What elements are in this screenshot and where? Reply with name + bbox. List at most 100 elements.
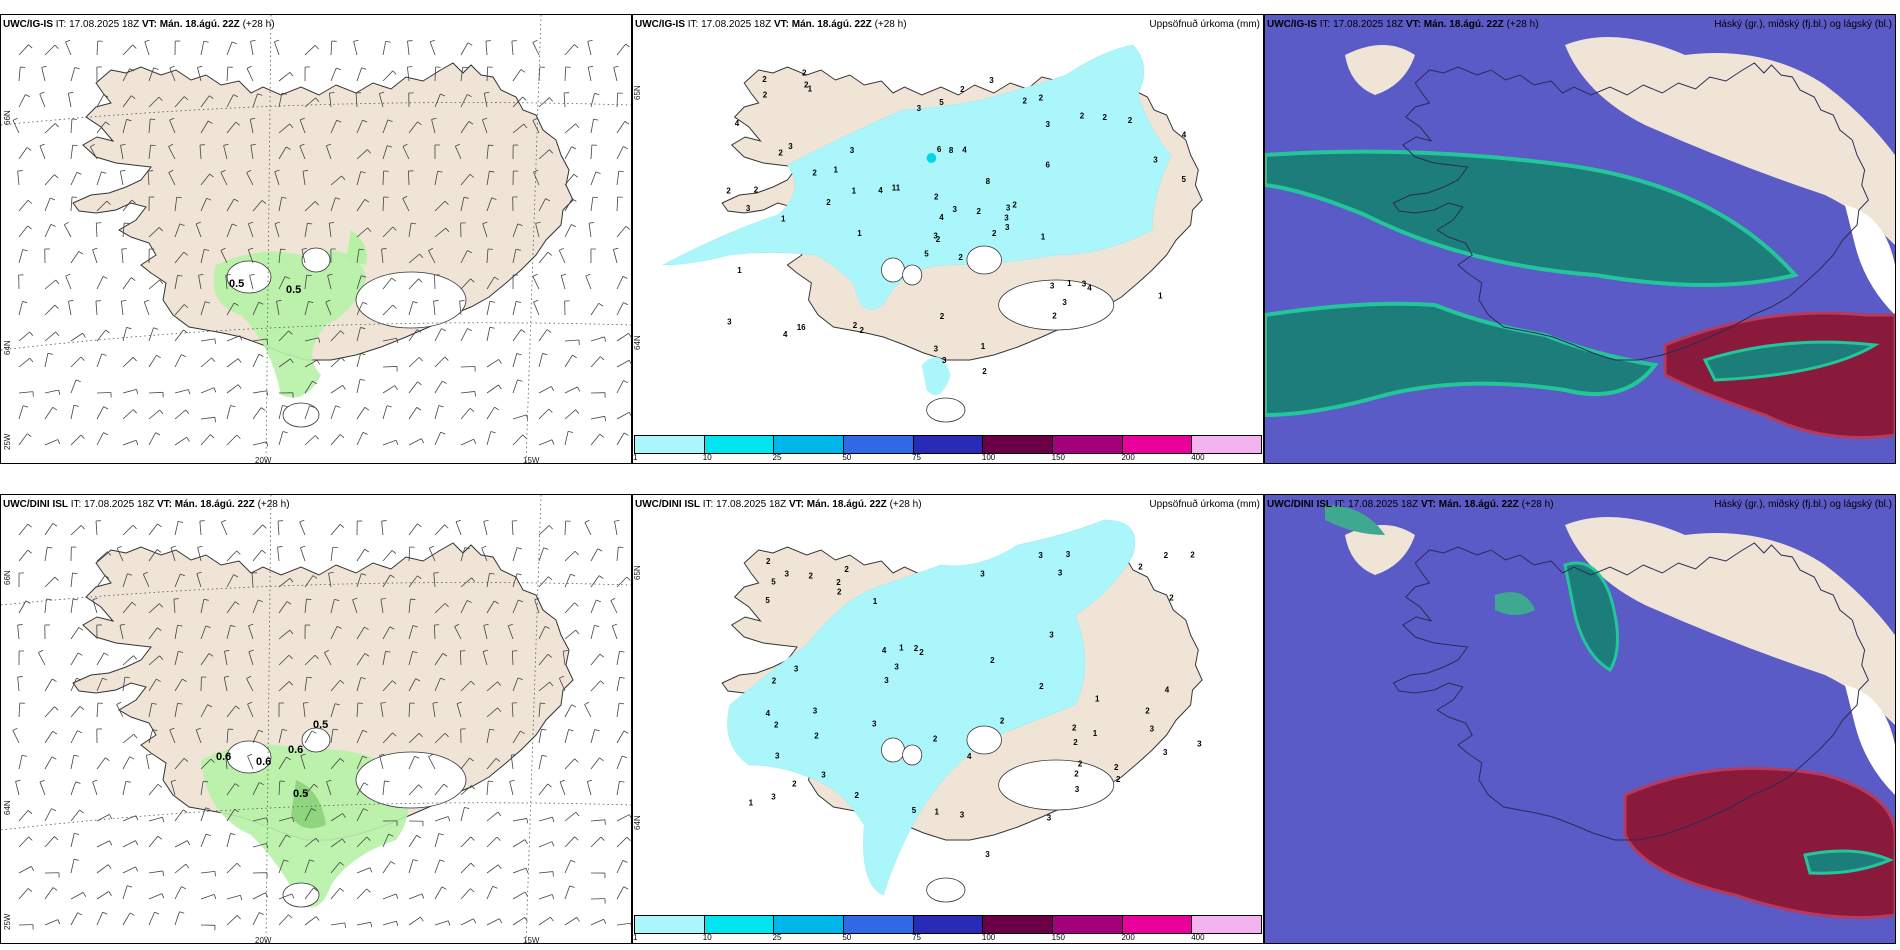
colorbar-tick-label: 1	[633, 453, 638, 462]
lon-label-20w: 20W	[255, 456, 272, 464]
precip-value: 3	[953, 205, 958, 214]
model-name: UWC/DINI ISL	[1267, 499, 1332, 510]
precip-value: 2	[992, 229, 997, 238]
model-name: UWC/IG-IS	[635, 19, 685, 30]
precip-value: 5	[765, 596, 770, 605]
colorbar-swatch	[913, 436, 984, 453]
precip-value: 2	[1145, 707, 1150, 716]
init-time: IT: 17.08.2025 18Z	[1334, 499, 1419, 510]
colorbar-tick-label: 150	[1051, 933, 1066, 942]
colorbar-tick-label: 75	[912, 453, 922, 462]
precip-value: 3	[1050, 282, 1055, 291]
precip-value: 4	[1165, 686, 1170, 695]
precip-value: 3	[980, 570, 985, 579]
precip-value: 5	[771, 578, 776, 587]
cloud-map	[1265, 495, 1895, 943]
colorbar-swatch	[1122, 916, 1193, 933]
precip-value: 2	[1116, 775, 1121, 784]
precip-value: 2	[1052, 311, 1057, 320]
bottom-cloud-header: UWC/DINI ISL IT: 17.08.2025 18Z VT: Mán.…	[1267, 499, 1554, 510]
precip-value: 3	[788, 142, 793, 151]
bottom-precip-map-panel: UWC/DINI ISL IT: 17.08.2025 18Z VT: Mán.…	[632, 494, 1264, 944]
precip-value: 1	[1095, 694, 1100, 703]
top-cloud-header: UWC/IG-IS IT: 17.08.2025 18Z VT: Mán. 18…	[1267, 19, 1539, 30]
cloud-title: Háský (gr.), miðský (fj.bl.) og lágský (…	[1714, 19, 1892, 30]
precip-value: 2	[1080, 112, 1085, 121]
precip-value: 2	[809, 572, 814, 581]
lat-label-64n: 64N	[3, 800, 12, 815]
precip-value: 3	[821, 771, 826, 780]
colorbar-swatch	[1192, 916, 1262, 933]
precip-value: 3	[813, 707, 818, 716]
precip-value: 3	[884, 676, 889, 685]
colorbar-tick-label: 1	[633, 933, 638, 942]
precip-value: 4	[939, 213, 944, 222]
colorbar-tick-label: 400	[1191, 453, 1205, 462]
precip-value: 3	[1038, 551, 1043, 560]
colorbar-tick-label: 200	[1121, 933, 1135, 942]
precip-value: 2	[977, 207, 982, 216]
glaciers	[881, 153, 1115, 423]
precip-value: 2	[1023, 97, 1028, 106]
clear-sky-areas	[1345, 37, 1895, 315]
precip-value: 3	[1150, 724, 1155, 733]
colorbar-tick-label: 100	[981, 453, 996, 462]
init-time: IT: 17.08.2025 18Z	[687, 19, 772, 30]
precip-value: 3	[960, 811, 965, 820]
precip-value: 3	[771, 792, 776, 801]
colorbar-ticks: 1 10 25 50 75 100 150 200 400	[633, 933, 1262, 943]
precip-value: 2	[1074, 769, 1079, 778]
colorbar-tick-label: 75	[912, 933, 922, 942]
value-label: 0.5	[229, 278, 244, 290]
precip-value: 3	[785, 569, 790, 578]
iceland-outline	[1392, 62, 1869, 361]
colorbar-swatch	[844, 916, 914, 933]
precip-value: 6	[937, 145, 942, 154]
cloud-bands	[1325, 505, 1895, 919]
lead-time: (+28 h)	[889, 499, 922, 510]
precip-value: 2	[960, 85, 965, 94]
colorbar-swatch	[913, 916, 984, 933]
init-time: IT: 17.08.2025 18Z	[70, 499, 155, 510]
precip-value: 3	[775, 752, 780, 761]
precip-value: 4	[882, 646, 887, 655]
precip-value: 5	[924, 250, 929, 259]
precip-value: 2	[814, 732, 819, 741]
precip-value: 8	[986, 177, 991, 186]
precip-value: 3	[934, 345, 939, 354]
value-label: 0.6	[216, 751, 231, 763]
lat-label-65n: 65N	[633, 565, 642, 580]
precip-title: Uppsöfnuð úrkoma (mm)	[1149, 499, 1260, 510]
precip-value: 1	[1067, 279, 1072, 288]
colorbar-swatch	[983, 916, 1054, 933]
glaciers	[881, 725, 1115, 903]
colorbar-swatches	[634, 915, 1262, 934]
precip-value: 3	[917, 104, 922, 113]
precip-value: 3	[989, 76, 994, 85]
precip-value: 4	[783, 330, 788, 339]
top-precip-map-panel: UWC/IG-IS IT: 17.08.2025 18Z VT: Mán. 18…	[632, 14, 1264, 464]
precip-value: 3	[1075, 785, 1080, 794]
precip-value: 2	[772, 676, 777, 685]
precip-value: 11	[892, 184, 901, 193]
graticule	[1, 495, 631, 943]
precip-value: 2	[762, 75, 767, 84]
lon-label-15w: 15W	[523, 456, 540, 464]
bottom-precip-header: UWC/DINI ISL IT: 17.08.2025 18Z VT: Mán.…	[635, 499, 922, 510]
precip-value: 3	[1163, 748, 1168, 757]
wind-barbs	[12, 39, 631, 447]
precip-value: 3	[1049, 631, 1054, 640]
precip-value: 4	[962, 146, 967, 155]
lead-time: (+28 h)	[257, 499, 290, 510]
precip-value: 3	[1047, 814, 1052, 823]
model-name: UWC/IG-IS	[3, 19, 53, 30]
colorbar-tick-label: 200	[1121, 453, 1135, 462]
precip-colorbar: 1 10 25 50 75 100 150 200 400	[633, 913, 1263, 943]
colorbar-tick-label: 150	[1051, 453, 1066, 462]
lat-label-64n: 64N	[3, 340, 12, 355]
cloud-title: Háský (gr.), miðský (fj.bl.) og lágský (…	[1714, 499, 1892, 510]
precip-value: 5	[1182, 175, 1187, 184]
lat-label-65n: 65N	[633, 85, 642, 100]
precip-value: 2	[837, 587, 842, 596]
colorbar-swatch	[983, 436, 1054, 453]
